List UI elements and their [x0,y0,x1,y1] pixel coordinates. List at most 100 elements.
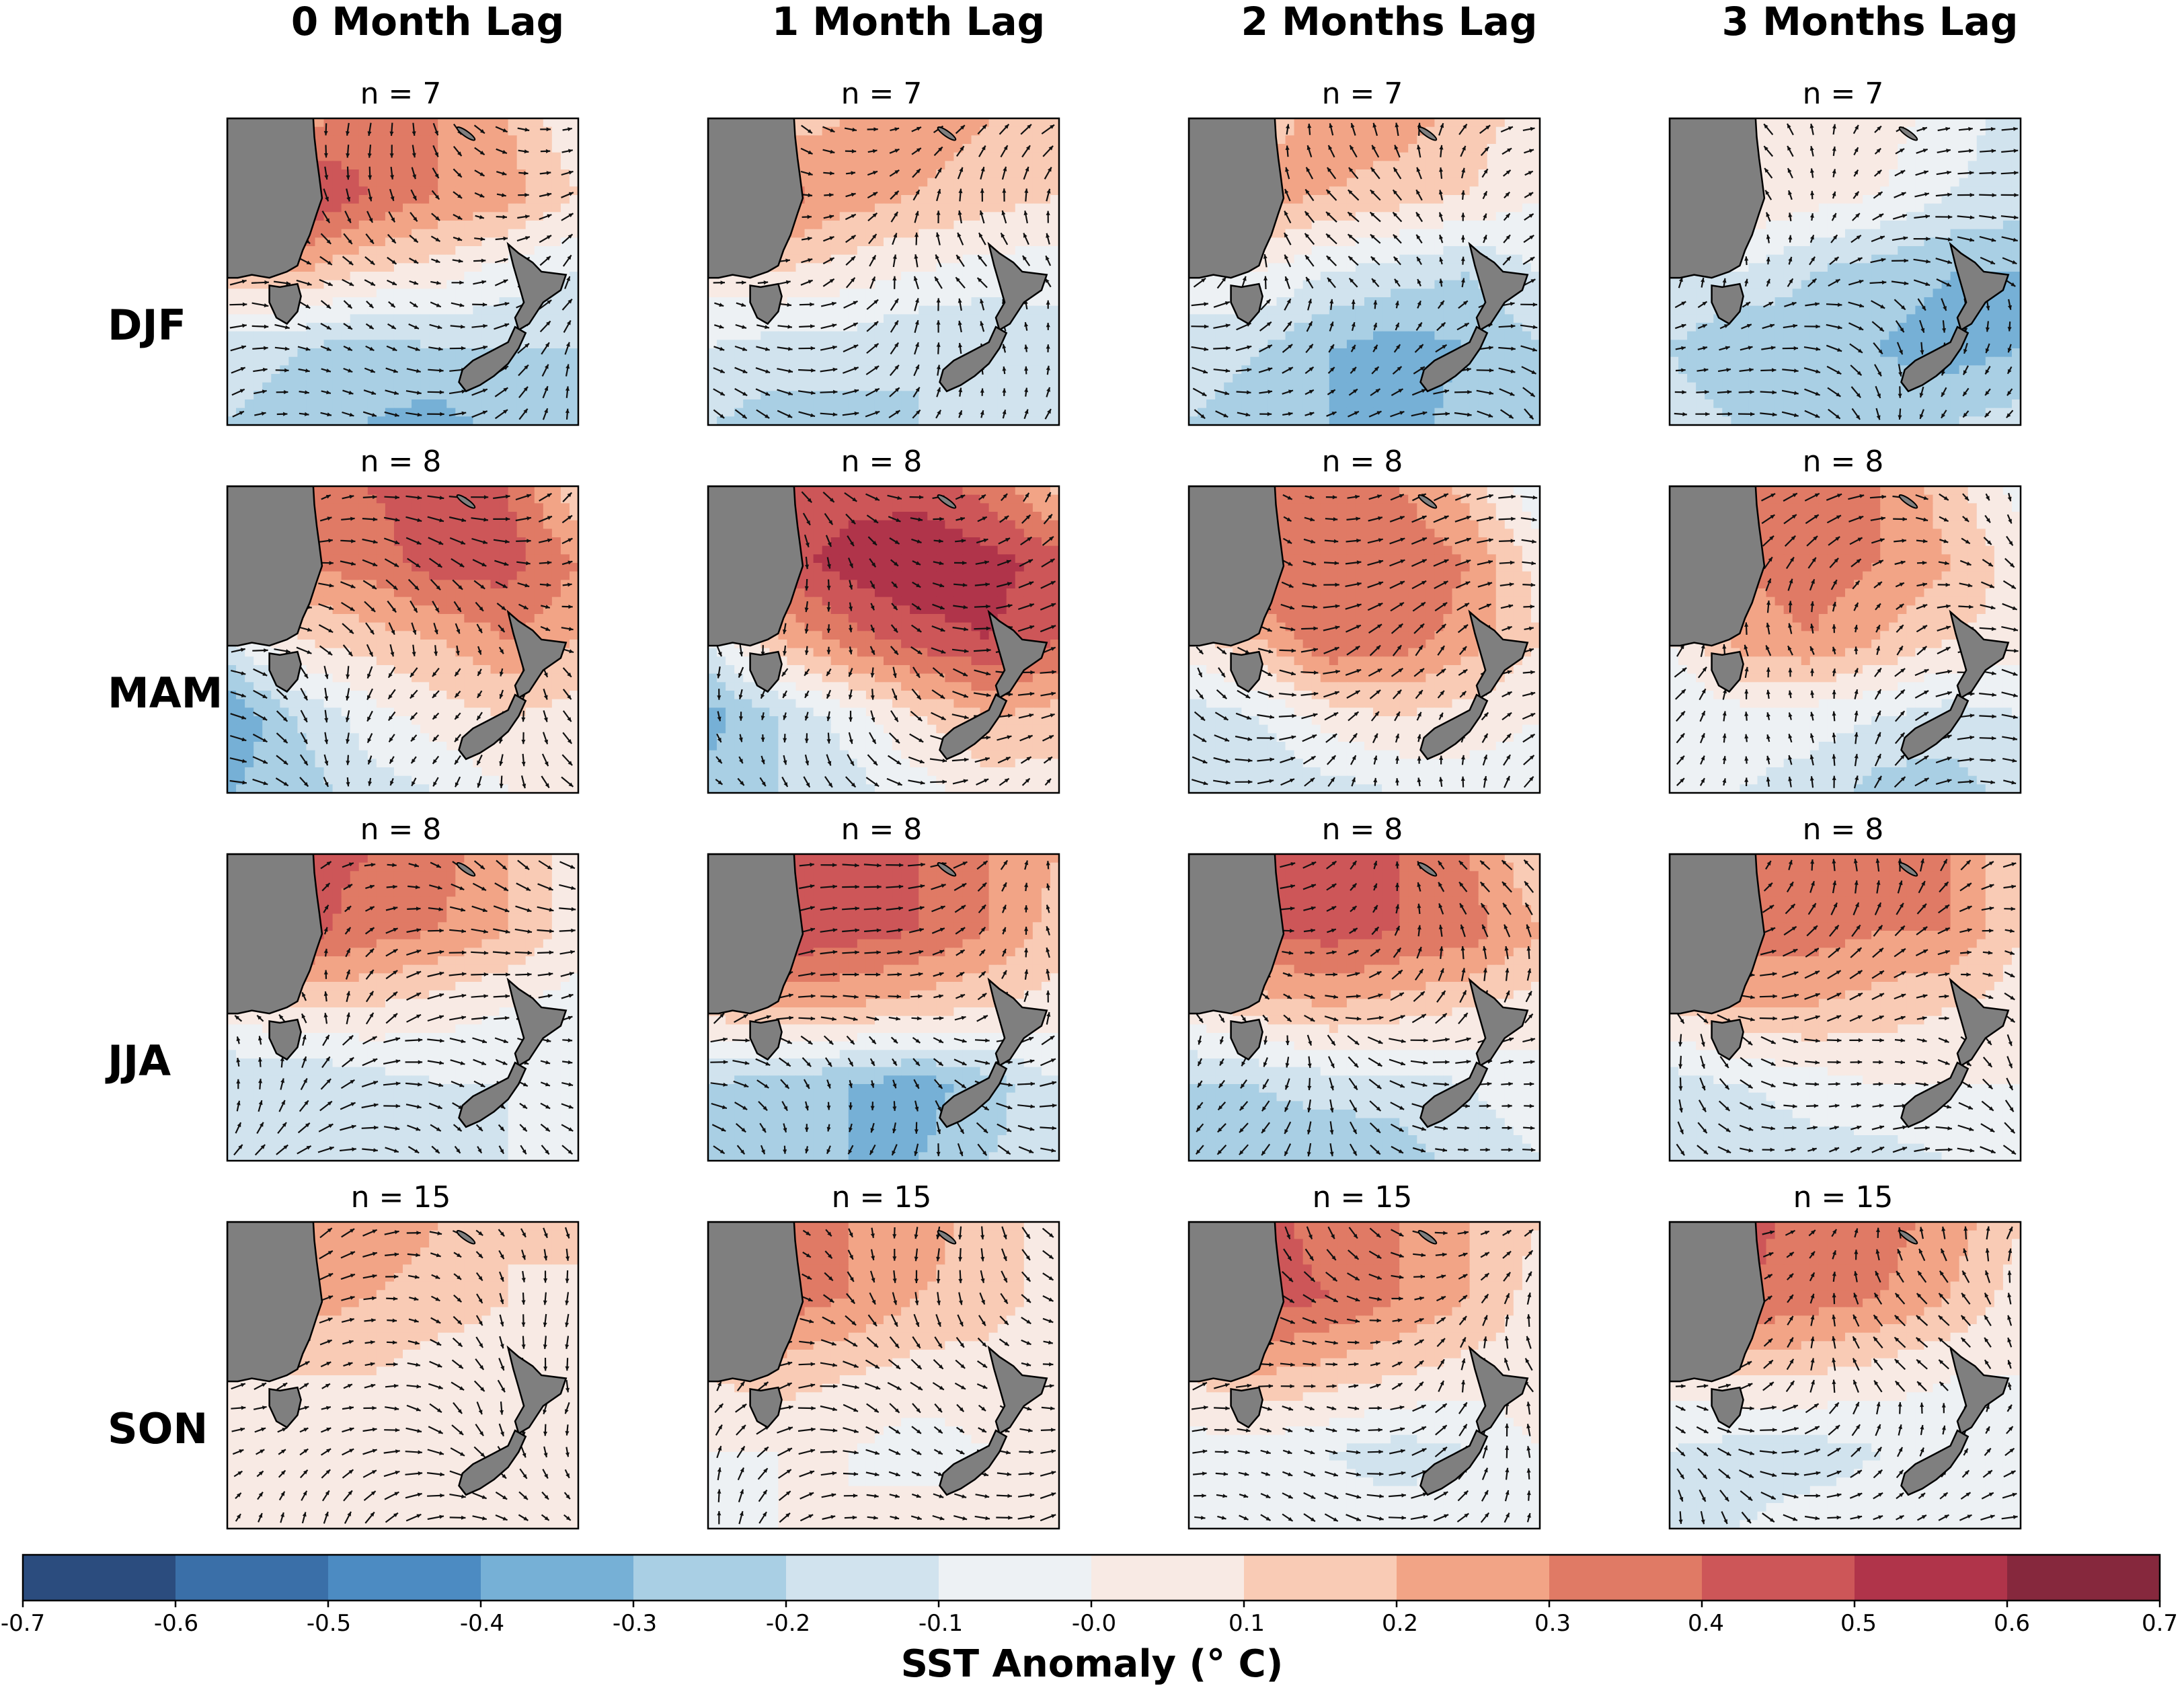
anomaly-cell [1530,246,1540,256]
anomaly-cell [945,254,954,264]
anomaly-cell [1337,221,1348,230]
anomaly-cell [560,161,570,170]
anomaly-cell [795,135,806,145]
anomaly-cell [1320,152,1330,161]
anomaly-cell [795,314,806,323]
anomaly-cell [525,391,535,400]
anomaly-cell [848,203,858,213]
anomaly-cell [1460,314,1471,323]
anomaly-cell [1452,237,1462,247]
anomaly-cell [1015,195,1025,204]
anomaly-cell [874,416,884,425]
anomaly-cell [227,314,237,323]
anomaly-cell [350,246,360,256]
anomaly-cell [350,365,360,375]
anomaly-cell [1399,212,1409,221]
anomaly-cell [971,408,981,417]
anomaly-cell [1015,237,1025,247]
anomaly-cell [525,144,535,153]
anomaly-cell [1382,178,1391,187]
wind-vector-head [367,131,372,136]
anomaly-cell [752,331,761,340]
anomaly-cell [412,186,421,196]
anomaly-cell [1050,212,1059,221]
anomaly-cell [830,314,841,323]
anomaly-cell [980,195,990,204]
wind-vector-head [305,346,311,351]
anomaly-cell [473,280,483,289]
anomaly-cell [927,246,937,256]
anomaly-cell [332,331,342,340]
anomaly-cell [919,399,928,409]
anomaly-cell [420,365,430,375]
anomaly-cell [1006,382,1016,391]
anomaly-cell [543,331,553,340]
anomaly-cell [306,323,316,332]
anomaly-cell [752,365,761,375]
anomaly-cell [839,297,849,307]
anomaly-cell [1294,289,1304,298]
anomaly-cell [962,272,972,281]
anomaly-cell [393,323,403,332]
anomaly-cell [1355,323,1365,332]
wind-vector-head [1023,233,1027,238]
anomaly-cell [315,263,325,272]
anomaly-cell [1504,348,1514,358]
anomaly-cell [901,323,910,332]
anomaly-cell [1522,135,1532,145]
anomaly-cell [446,272,456,281]
anomaly-cell [534,374,544,383]
anomaly-cell [1285,331,1295,340]
anomaly-cell [708,323,717,332]
anomaly-cell [1408,186,1417,196]
anomaly-cell [473,399,483,409]
anomaly-cell [508,212,518,221]
nz-north-island [987,241,1048,332]
anomaly-cell [1443,314,1453,323]
wind-vector-head [1050,124,1054,129]
anomaly-cell [865,297,875,307]
anomaly-cell [1504,305,1514,315]
anomaly-cell [534,408,544,417]
anomaly-cell [1206,365,1216,375]
anomaly-cell [1015,340,1025,349]
anomaly-cell [1337,161,1348,170]
anomaly-cell [385,126,395,136]
wind-vector-head [787,324,792,329]
anomaly-cell [1460,289,1471,298]
n-label: n = 7 [1187,77,1537,111]
anomaly-cell [534,365,544,375]
anomaly-cell [1478,118,1488,128]
anomaly-cell [350,331,360,340]
anomaly-cell [1443,331,1453,340]
anomaly-cell [385,331,395,340]
anomaly-cell [332,237,342,247]
wind-vector-head [936,298,941,303]
wind-vector-head [1002,388,1007,393]
anomaly-cell [708,331,717,340]
anomaly-cell [1329,272,1339,281]
wind-vector-head [503,410,508,414]
anomaly-cell [1032,246,1042,256]
wind-vector-head [414,259,419,264]
anomaly-cell [1015,152,1025,161]
anomaly-cell [1530,178,1540,187]
anomaly-cell [1452,212,1462,221]
anomaly-cell [393,254,403,264]
anomaly-cell [1452,289,1462,298]
anomaly-cell [420,203,430,213]
anomaly-cell [1311,323,1321,332]
anomaly-cell [848,399,858,409]
anomaly-cell [901,399,910,409]
wind-vector-head [458,259,463,263]
anomaly-cell [464,348,473,358]
anomaly-cell [1522,212,1532,221]
anomaly-cell [884,374,893,383]
anomaly-cell [323,203,334,213]
anomaly-cell [412,272,421,281]
anomaly-cell [508,297,518,307]
anomaly-cell [341,391,351,400]
anomaly-cell [403,186,412,196]
anomaly-cell [919,305,928,315]
anomaly-cell [1032,391,1042,400]
